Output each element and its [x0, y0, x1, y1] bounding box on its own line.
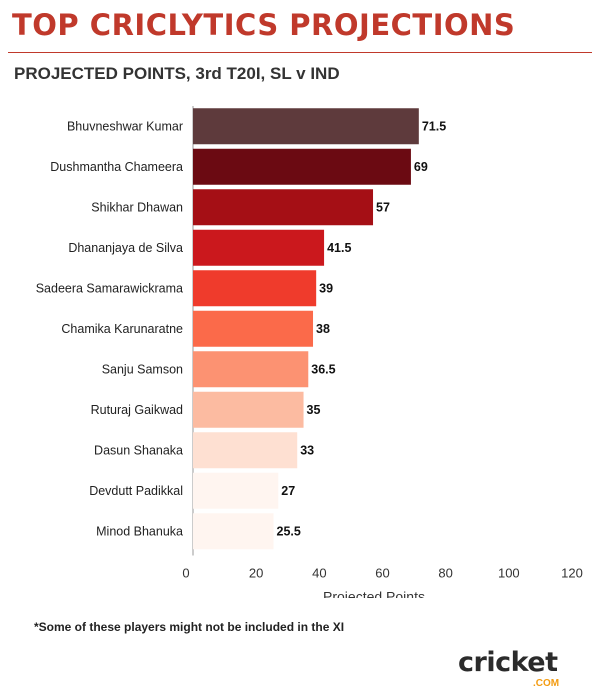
value-label: 57: [376, 200, 390, 214]
x-tick-label: 60: [375, 566, 389, 581]
x-axis-title: Projected Points: [323, 589, 425, 599]
value-label: 27: [281, 484, 295, 498]
bar: [193, 148, 411, 185]
x-tick-label: 100: [498, 566, 520, 581]
category-label: Shikhar Dhawan: [91, 200, 183, 214]
x-tick-label: 80: [438, 566, 452, 581]
brand-logo: cricket .COM: [458, 647, 574, 690]
bar: [193, 229, 325, 266]
bar: [193, 270, 317, 307]
category-label: Chamika Karunaratne: [61, 322, 183, 336]
bar: [193, 432, 298, 469]
category-label: Sadeera Samarawickrama: [36, 281, 183, 295]
category-label: Bhuvneshwar Kumar: [67, 119, 183, 133]
value-label: 25.5: [277, 524, 301, 538]
category-label: Dasun Shanaka: [94, 443, 183, 457]
bar: [193, 513, 274, 550]
x-tick-label: 0: [182, 566, 189, 581]
category-label: Dushmantha Chameera: [50, 160, 183, 174]
x-tick-label: 20: [249, 566, 263, 581]
value-label: 41.5: [327, 241, 351, 255]
logo-suffix: .COM: [533, 678, 560, 689]
chart-title: TOP CRICLYTICS PROJECTIONS: [12, 8, 516, 42]
bar: [193, 189, 374, 226]
bar: [193, 108, 419, 145]
category-label: Minod Bhanuka: [96, 524, 183, 538]
value-label: 39: [319, 281, 333, 295]
value-label: 35: [307, 403, 321, 417]
bar: [193, 472, 279, 509]
value-label: 33: [300, 443, 314, 457]
chart-subtitle: PROJECTED POINTS, 3rd T20I, SL v IND: [14, 64, 340, 83]
category-label: Sanju Samson: [102, 362, 183, 376]
category-label: Ruturaj Gaikwad: [91, 403, 183, 417]
bar-chart: Bhuvneshwar Kumar 71.5 Dushmantha Chameera…: [36, 106, 583, 599]
category-label: Devdutt Padikkal: [89, 484, 183, 498]
value-label: 38: [316, 322, 330, 336]
bar: [193, 351, 309, 388]
value-label: 36.5: [311, 362, 335, 376]
value-label: 69: [414, 160, 428, 174]
value-label: 71.5: [422, 119, 446, 133]
footnote: *Some of these players might not be incl…: [34, 620, 345, 634]
category-label: Dhananjaya de Silva: [68, 241, 183, 255]
x-tick-label: 40: [312, 566, 326, 581]
bar: [193, 391, 304, 428]
x-tick-label: 120: [561, 566, 583, 581]
title-divider: [8, 52, 592, 53]
logo-wordmark: cricket: [458, 647, 558, 678]
bar: [193, 310, 314, 347]
